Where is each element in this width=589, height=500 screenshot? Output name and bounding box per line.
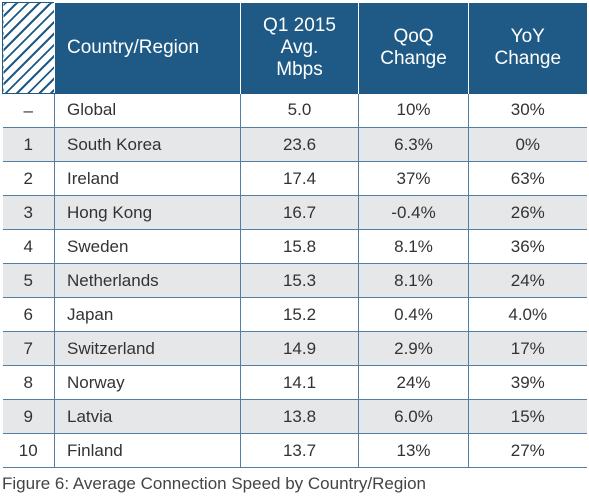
yoy-header-line-1: YoY [510,26,545,47]
qoq-header-line-1: QoQ [393,26,434,47]
yoy-change-header: YoY Change [468,2,587,94]
country-cell: Latvia [54,399,241,434]
table-body: – Global 5.0 10% 30% 1 South Korea 23.6 … [2,93,587,468]
avg-mbps-header: Q1 2015 Avg. Mbps [240,2,359,94]
country-cell: Ireland [54,161,241,196]
table-row: 7 Switzerland 14.9 2.9% 17% [2,331,587,366]
avg-mbps-cell: 14.1 [240,365,359,400]
avg-mbps-cell: 15.2 [240,297,359,332]
table-row: 4 Sweden 15.8 8.1% 36% [2,229,587,264]
country-cell: Global [54,93,241,128]
yoy-change-cell: 36% [468,229,587,264]
avg-mbps-cell: 16.7 [240,195,359,230]
rank-cell: 5 [2,263,55,298]
avg-mbps-cell: 23.6 [240,127,359,162]
rank-cell: 9 [2,399,55,434]
yoy-header-line-2: Change [494,48,562,69]
qoq-change-cell: 8.1% [358,229,469,264]
country-cell: Norway [54,365,241,400]
country-cell: South Korea [54,127,241,162]
qoq-change-cell: -0.4% [358,195,469,230]
table-header: Country/Region Q1 2015 Avg. Mbps QoQ Cha… [2,2,587,94]
avg-mbps-cell: 14.9 [240,331,359,366]
yoy-change-cell: 30% [468,93,587,128]
rank-cell: 6 [2,297,55,332]
table-row: – Global 5.0 10% 30% [2,93,587,128]
rank-cell: 2 [2,161,55,196]
yoy-change-cell: 4.0% [468,297,587,332]
avg-mbps-cell: 17.4 [240,161,359,196]
qoq-change-cell: 10% [358,93,469,128]
table-row: 6 Japan 15.2 0.4% 4.0% [2,297,587,332]
table-row: 9 Latvia 13.8 6.0% 15% [2,399,587,434]
qoq-change-cell: 37% [358,161,469,196]
avg-mbps-cell: 15.8 [240,229,359,264]
yoy-change-cell: 0% [468,127,587,162]
rank-cell: 1 [2,127,55,162]
country-cell: Japan [54,297,241,332]
avg-mbps-cell: 13.8 [240,399,359,434]
table-row: 10 Finland 13.7 13% 27% [2,433,587,468]
yoy-change-cell: 26% [468,195,587,230]
avg-mbps-cell: 13.7 [240,433,359,468]
figure-caption: Figure 6: Average Connection Speed by Co… [2,474,427,493]
qoq-change-cell: 0.4% [358,297,469,332]
connection-speed-table-container: Country/Region Q1 2015 Avg. Mbps QoQ Cha… [2,2,587,468]
rank-cell: 4 [2,229,55,264]
rank-cell: – [2,93,55,128]
qoq-header-line-2: Change [380,48,447,69]
country-cell: Finland [54,433,241,468]
avg-header-line-2: Avg. [280,37,319,58]
country-region-header: Country/Region [54,2,241,94]
yoy-change-cell: 39% [468,365,587,400]
rank-cell: 3 [2,195,55,230]
yoy-change-cell: 27% [468,433,587,468]
country-cell: Netherlands [54,263,241,298]
country-cell: Switzerland [54,331,241,366]
table-row: 3 Hong Kong 16.7 -0.4% 26% [2,195,587,230]
rank-header-hatched-cell [2,2,55,94]
connection-speed-table: Country/Region Q1 2015 Avg. Mbps QoQ Cha… [2,2,587,468]
qoq-change-cell: 6.3% [358,127,469,162]
table-row: 8 Norway 14.1 24% 39% [2,365,587,400]
avg-mbps-cell: 5.0 [240,93,359,128]
qoq-change-cell: 2.9% [358,331,469,366]
table-row: 2 Ireland 17.4 37% 63% [2,161,587,196]
yoy-change-cell: 24% [468,263,587,298]
qoq-change-cell: 24% [358,365,469,400]
header-row: Country/Region Q1 2015 Avg. Mbps QoQ Cha… [2,2,587,94]
rank-cell: 8 [2,365,55,400]
avg-mbps-cell: 15.3 [240,263,359,298]
country-cell: Hong Kong [54,195,241,230]
rank-cell: 10 [2,433,55,468]
rank-cell: 7 [2,331,55,366]
country-cell: Sweden [54,229,241,264]
avg-header-line-1: Q1 2015 [263,15,336,36]
qoq-change-cell: 6.0% [358,399,469,434]
qoq-change-cell: 8.1% [358,263,469,298]
avg-header-line-3: Mbps [276,59,323,80]
yoy-change-cell: 15% [468,399,587,434]
table-row: 1 South Korea 23.6 6.3% 0% [2,127,587,162]
yoy-change-cell: 63% [468,161,587,196]
yoy-change-cell: 17% [468,331,587,366]
qoq-change-header: QoQ Change [358,2,469,94]
qoq-change-cell: 13% [358,433,469,468]
table-row: 5 Netherlands 15.3 8.1% 24% [2,263,587,298]
